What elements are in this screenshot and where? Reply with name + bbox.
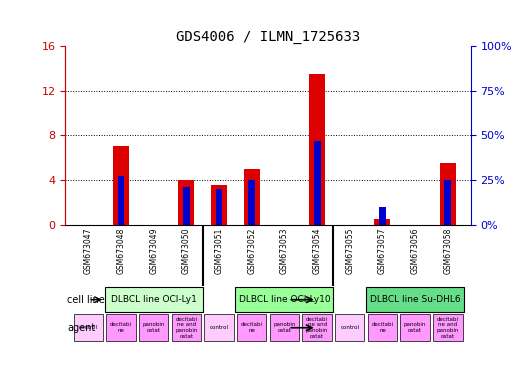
FancyBboxPatch shape xyxy=(106,314,135,341)
Text: decitabi
ne: decitabi ne xyxy=(371,322,393,333)
Text: DLBCL line OCI-Ly1: DLBCL line OCI-Ly1 xyxy=(111,295,197,304)
Text: GSM673053: GSM673053 xyxy=(280,228,289,274)
FancyBboxPatch shape xyxy=(74,314,103,341)
FancyBboxPatch shape xyxy=(302,314,332,341)
Text: GSM673047: GSM673047 xyxy=(84,228,93,274)
FancyBboxPatch shape xyxy=(368,314,397,341)
Bar xyxy=(118,176,124,225)
Bar xyxy=(445,180,451,225)
Text: GSM673051: GSM673051 xyxy=(214,228,223,274)
FancyBboxPatch shape xyxy=(139,314,168,341)
Text: decitabi
ne and
panobin
ostat: decitabi ne and panobin ostat xyxy=(175,316,198,339)
Text: panobin
ostat: panobin ostat xyxy=(273,322,295,333)
Text: control: control xyxy=(79,325,98,330)
FancyBboxPatch shape xyxy=(366,287,464,312)
Bar xyxy=(248,180,255,225)
Text: agent: agent xyxy=(67,323,95,333)
Text: decitabi
ne and
panobin
ostat: decitabi ne and panobin ostat xyxy=(306,316,328,339)
Text: decitabi
ne: decitabi ne xyxy=(110,322,132,333)
FancyBboxPatch shape xyxy=(335,314,365,341)
Text: control: control xyxy=(210,325,229,330)
FancyBboxPatch shape xyxy=(204,314,234,341)
Bar xyxy=(314,141,321,225)
Bar xyxy=(215,189,222,225)
Bar xyxy=(379,207,386,225)
Text: GSM673050: GSM673050 xyxy=(182,228,191,274)
Text: DLBCL line Su-DHL6: DLBCL line Su-DHL6 xyxy=(370,295,460,304)
Text: decitabi
ne: decitabi ne xyxy=(241,322,263,333)
FancyBboxPatch shape xyxy=(105,287,203,312)
Bar xyxy=(244,169,260,225)
Text: GSM673052: GSM673052 xyxy=(247,228,256,274)
FancyBboxPatch shape xyxy=(237,314,266,341)
Text: panobin
ostat: panobin ostat xyxy=(404,322,426,333)
Text: DLBCL line OCI-Ly10: DLBCL line OCI-Ly10 xyxy=(238,295,330,304)
Text: decitabi
ne and
panobin
ostat: decitabi ne and panobin ostat xyxy=(437,316,459,339)
Text: GSM673058: GSM673058 xyxy=(444,228,452,274)
Text: GSM673055: GSM673055 xyxy=(345,228,354,274)
Bar xyxy=(178,180,195,225)
FancyBboxPatch shape xyxy=(172,314,201,341)
FancyBboxPatch shape xyxy=(270,314,299,341)
Bar xyxy=(113,146,129,225)
Text: GSM673056: GSM673056 xyxy=(411,228,419,274)
FancyBboxPatch shape xyxy=(433,314,462,341)
Text: GSM673048: GSM673048 xyxy=(117,228,126,274)
Text: panobin
ostat: panobin ostat xyxy=(142,322,165,333)
Text: GSM673054: GSM673054 xyxy=(313,228,322,274)
Text: GSM673049: GSM673049 xyxy=(149,228,158,274)
Bar xyxy=(183,187,190,225)
Bar xyxy=(374,219,391,225)
FancyBboxPatch shape xyxy=(235,287,334,312)
Bar xyxy=(440,163,456,225)
Bar xyxy=(309,74,325,225)
Text: GSM673057: GSM673057 xyxy=(378,228,387,274)
Bar xyxy=(211,185,227,225)
Text: cell line: cell line xyxy=(67,295,105,305)
Text: control: control xyxy=(340,325,359,330)
Title: GDS4006 / ILMN_1725633: GDS4006 / ILMN_1725633 xyxy=(176,30,360,44)
FancyBboxPatch shape xyxy=(401,314,430,341)
